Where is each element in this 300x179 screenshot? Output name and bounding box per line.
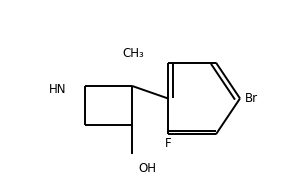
Text: OH: OH [138,162,156,175]
Text: HN: HN [49,83,66,96]
Text: F: F [165,137,171,150]
Text: Br: Br [244,92,258,105]
Text: CH₃: CH₃ [122,47,144,60]
